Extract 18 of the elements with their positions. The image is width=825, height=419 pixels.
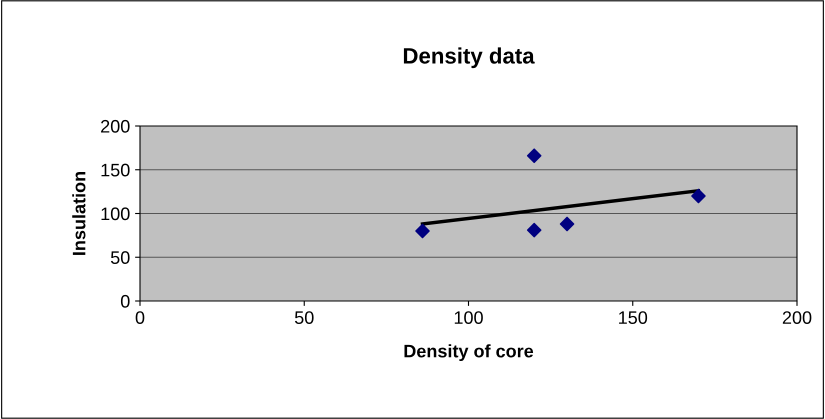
y-axis-title: Insulation xyxy=(72,172,86,255)
x-axis-title: Density of core xyxy=(404,344,534,362)
y-tick-label: 0 xyxy=(120,294,130,308)
x-tick-label: 0 xyxy=(136,311,144,324)
point xyxy=(415,224,430,238)
x-tick-label: 100 xyxy=(454,311,483,324)
x-tick-label: 50 xyxy=(294,311,314,324)
y-tick-label: 200 xyxy=(101,120,130,133)
y-tick-label: 150 xyxy=(102,164,130,176)
point xyxy=(526,222,542,238)
y-tick-label: 100 xyxy=(102,207,130,220)
point xyxy=(526,148,542,164)
y-tick-label: 50 xyxy=(110,251,130,264)
point xyxy=(691,188,706,204)
point xyxy=(560,216,574,232)
x-tick-label: 200 xyxy=(782,311,812,324)
chart-title: Density data xyxy=(404,47,535,68)
x-tick-label: 150 xyxy=(619,311,648,324)
